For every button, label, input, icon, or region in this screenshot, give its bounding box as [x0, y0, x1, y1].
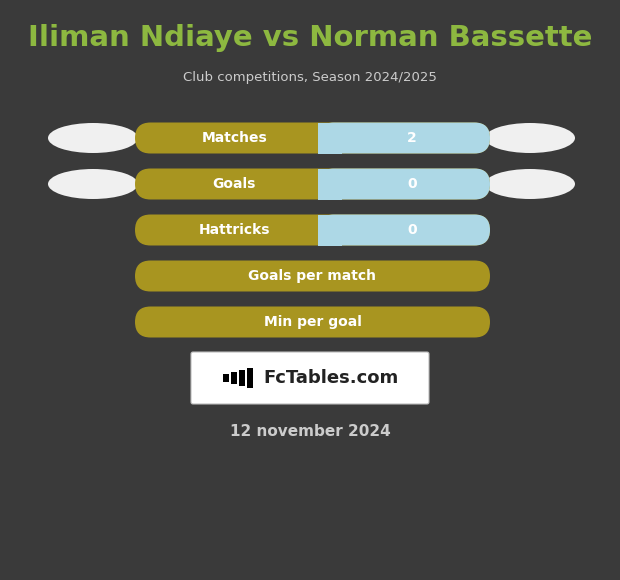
- FancyBboxPatch shape: [318, 169, 342, 200]
- Text: 12 november 2024: 12 november 2024: [229, 425, 391, 440]
- Ellipse shape: [485, 169, 575, 199]
- FancyBboxPatch shape: [191, 352, 429, 404]
- FancyBboxPatch shape: [318, 215, 342, 245]
- FancyBboxPatch shape: [318, 215, 490, 245]
- FancyBboxPatch shape: [318, 169, 490, 200]
- FancyBboxPatch shape: [223, 374, 229, 382]
- Ellipse shape: [48, 123, 138, 153]
- Text: Min per goal: Min per goal: [264, 315, 361, 329]
- FancyBboxPatch shape: [135, 215, 490, 245]
- FancyBboxPatch shape: [247, 368, 253, 388]
- Ellipse shape: [48, 169, 138, 199]
- Text: FcTables.com: FcTables.com: [263, 369, 398, 387]
- Ellipse shape: [485, 123, 575, 153]
- Text: Matches: Matches: [202, 131, 267, 145]
- Text: 0: 0: [407, 223, 417, 237]
- Text: Hattricks: Hattricks: [198, 223, 270, 237]
- FancyBboxPatch shape: [135, 169, 490, 200]
- FancyBboxPatch shape: [135, 122, 490, 154]
- Text: Club competitions, Season 2024/2025: Club competitions, Season 2024/2025: [183, 71, 437, 85]
- Text: Goals per match: Goals per match: [249, 269, 376, 283]
- FancyBboxPatch shape: [239, 370, 245, 386]
- FancyBboxPatch shape: [135, 306, 490, 338]
- FancyBboxPatch shape: [231, 372, 237, 384]
- Text: Goals: Goals: [213, 177, 256, 191]
- Text: 0: 0: [407, 177, 417, 191]
- Text: 2: 2: [407, 131, 417, 145]
- FancyBboxPatch shape: [135, 260, 490, 292]
- Text: Iliman Ndiaye vs Norman Bassette: Iliman Ndiaye vs Norman Bassette: [28, 24, 592, 52]
- FancyBboxPatch shape: [318, 122, 342, 154]
- FancyBboxPatch shape: [318, 122, 490, 154]
